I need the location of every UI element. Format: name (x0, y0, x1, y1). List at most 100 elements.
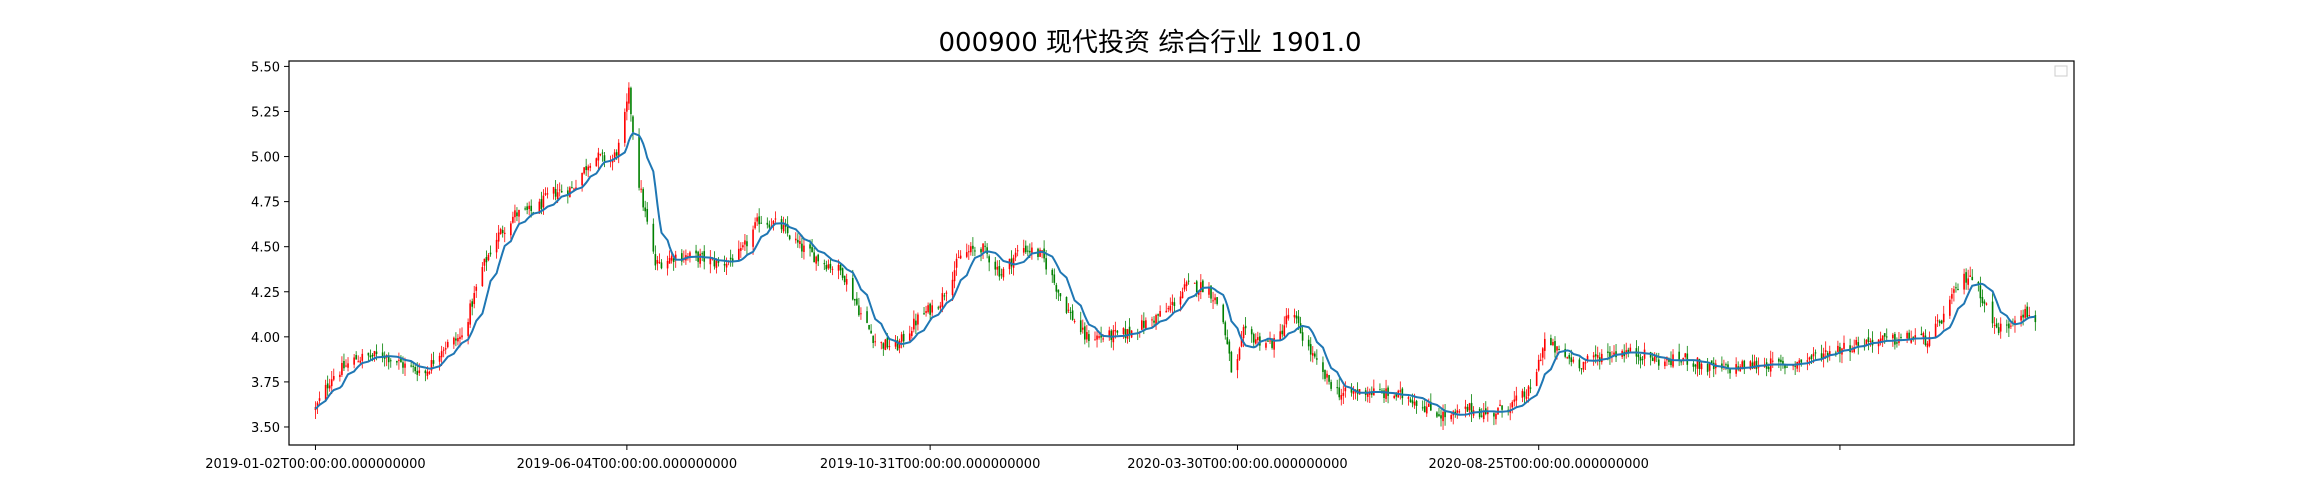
candle-up (1155, 315, 1157, 325)
candle-up (699, 253, 701, 264)
candle-up (444, 348, 447, 350)
candle-down (1307, 339, 1310, 347)
candle-down (1924, 335, 1927, 346)
candle-up (583, 167, 585, 174)
candle-down (1401, 388, 1404, 399)
candle-down (695, 250, 697, 254)
candle-down (974, 250, 976, 252)
candle-up (1311, 353, 1314, 356)
candle-up (514, 210, 516, 218)
candle-down (424, 370, 427, 374)
candle-down (1580, 368, 1583, 370)
candle-up (1596, 355, 1599, 358)
candle-down (1100, 335, 1102, 338)
candle-up (1934, 323, 1937, 338)
candle-down (811, 247, 813, 253)
candle-down (1729, 367, 1731, 374)
candle-down (1071, 310, 1074, 321)
candle-up (799, 241, 801, 245)
candle-up (1427, 403, 1430, 407)
candle-up (945, 292, 948, 294)
candle-up (353, 357, 355, 365)
candle-down (1997, 327, 2000, 334)
candle-up (1572, 359, 1575, 362)
candle-up (1413, 401, 1416, 406)
candle-down (2008, 323, 2010, 329)
candle-up (1684, 353, 1687, 358)
candle-up (1910, 338, 1912, 343)
candle-up (473, 292, 476, 305)
candle-down (1751, 362, 1754, 369)
candle-down (1436, 412, 1438, 417)
candle-down (1195, 281, 1198, 293)
candle-down (1794, 365, 1796, 367)
candle-down (868, 324, 870, 330)
candle-down (1971, 276, 1974, 281)
candle-down (797, 239, 799, 243)
candle-down (1395, 393, 1398, 397)
candle-up (1008, 258, 1011, 270)
candle-down (1995, 323, 1998, 328)
candle-down (326, 383, 329, 389)
candle-up (709, 258, 712, 265)
candle-down (1438, 414, 1440, 417)
candle-up (1340, 395, 1343, 400)
candle-up (1586, 355, 1589, 360)
candle-up (1265, 343, 1267, 348)
candle-up (740, 248, 742, 251)
candle-down (1143, 320, 1145, 328)
candle-up (1450, 415, 1452, 420)
candle-up (461, 335, 463, 338)
candle-down (1607, 351, 1609, 353)
candle-up (1285, 315, 1288, 325)
candle-up (316, 402, 319, 407)
candle-down (1938, 320, 1941, 324)
candle-up (1741, 361, 1744, 369)
candle-up (955, 258, 958, 268)
candle-up (626, 101, 628, 112)
candle-up (1487, 411, 1489, 415)
candle-down (554, 188, 557, 197)
candle-up (959, 255, 962, 259)
candle-up (544, 193, 547, 195)
candle-up (1708, 362, 1711, 371)
plot-area (288, 60, 2075, 446)
candle-up (597, 152, 600, 161)
candle-up (744, 240, 746, 245)
candle-down (801, 243, 803, 252)
candle-down (866, 311, 868, 323)
candle-up (689, 252, 691, 258)
candle-down (998, 266, 1001, 277)
candle-down (1322, 362, 1324, 372)
candle-up (1385, 388, 1387, 399)
candle-down (489, 252, 492, 255)
y-tick-label: 5.25 (251, 105, 280, 120)
candle-up (613, 152, 616, 158)
candle-up (1513, 399, 1516, 402)
candle-up (1914, 335, 1917, 338)
candle-up (1951, 294, 1953, 299)
candle-up (1442, 411, 1444, 422)
candle-up (1969, 275, 1972, 277)
candle-up (1140, 320, 1143, 330)
candle-up (446, 341, 449, 348)
candle-down (1411, 400, 1414, 404)
candle-up (2024, 309, 2026, 318)
candle-up (1041, 250, 1043, 252)
candle-down (1501, 405, 1503, 410)
candle-down (1267, 340, 1269, 342)
candle-up (1482, 410, 1485, 420)
candle-up (1949, 299, 1951, 316)
x-axis: 2019-01-02T00:00:00.000000000 2019-06-04T… (205, 445, 1841, 472)
candle-down (1295, 315, 1298, 319)
candle-down (1010, 258, 1013, 267)
candle-up (1653, 356, 1656, 362)
candle-down (1336, 387, 1339, 389)
candle-up (1828, 351, 1831, 355)
candle-down (432, 360, 435, 364)
candle-up (503, 232, 506, 235)
y-axis: 3.50 3.75 4.00 4.25 4.50 4.75 5.00 5.25 5.50 (251, 60, 289, 436)
candle-up (467, 322, 469, 336)
candle-down (1421, 407, 1424, 409)
